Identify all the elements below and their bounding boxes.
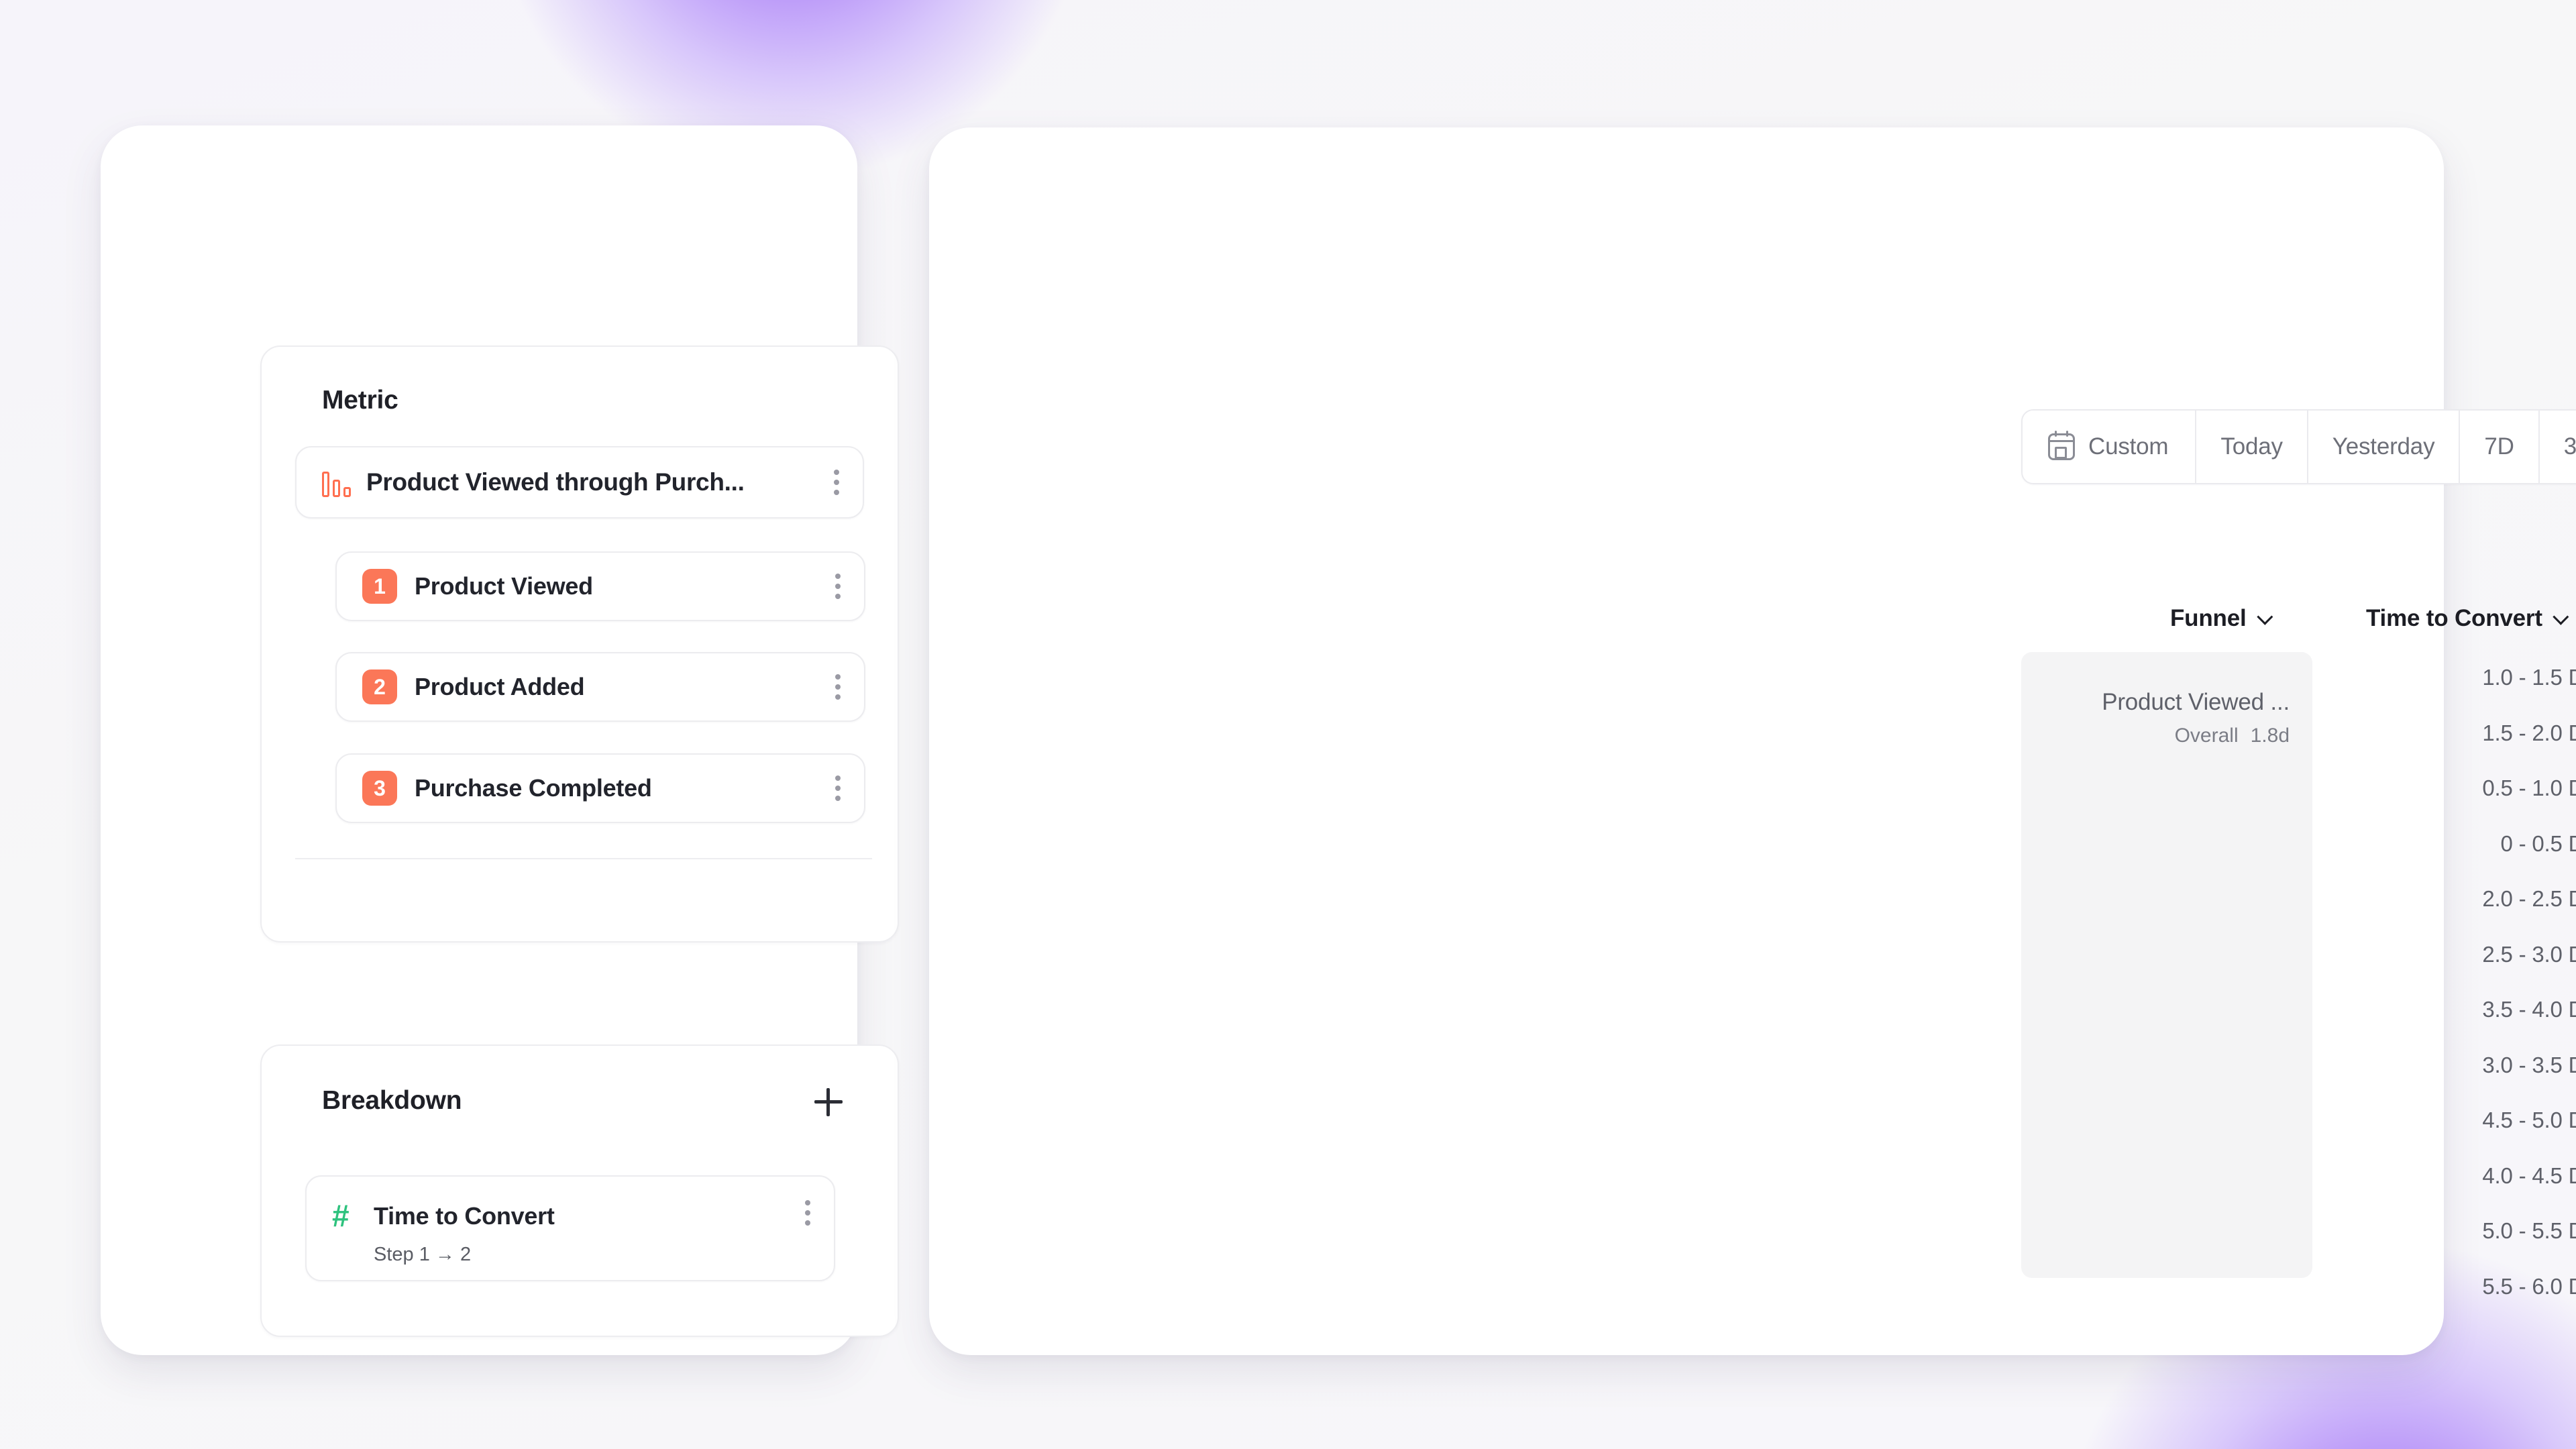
bar-category-label: 3.5 - 4.0 Days <box>2482 997 2576 1022</box>
bar-category-label: 0 - 0.5 Days <box>2500 830 2576 856</box>
bar-category-label: 0.5 - 1.0 Days <box>2482 775 2576 800</box>
step-menu-icon[interactable] <box>835 775 841 801</box>
bar-category-label: 2.5 - 3.0 Days <box>2482 941 2576 967</box>
breakdown-item-step-range: Step 1 → 2 <box>374 1244 472 1265</box>
metric-funnel-name: Product Viewed through Purch... <box>366 468 745 496</box>
hash-icon: # <box>332 1198 350 1233</box>
funnel-overall-value: 1.8d <box>2250 724 2290 747</box>
step-menu-icon[interactable] <box>835 674 841 700</box>
step-label: Purchase Completed <box>415 774 652 802</box>
time-to-convert-bar-chart: 1.0 - 1.5 Days2d 1.5 - 2.0 Days2d 0.5 - 1.… <box>2312 652 2576 1299</box>
bar-row[interactable]: 5.5 - 6.0 Days9.5h <box>2312 1268 2576 1305</box>
bar-category-label: 1.0 - 1.5 Days <box>2482 665 2576 690</box>
bar-row[interactable]: 4.5 - 5.0 Days22.2h <box>2312 1102 2576 1139</box>
bar-row[interactable]: 0.5 - 1.0 Days2d <box>2312 769 2576 807</box>
breakdown-card: Breakdown # Time to Convert Step 1 → 2 <box>260 1044 899 1337</box>
bar-row[interactable]: 4.0 - 4.5 Days18h <box>2312 1157 2576 1195</box>
bar-category-label: 4.5 - 5.0 Days <box>2482 1108 2576 1132</box>
bar-category-label: 5.0 - 5.5 Days <box>2482 1218 2576 1243</box>
column-header-funnel[interactable]: Funnel <box>2170 605 2273 632</box>
date-range-toolbar: Custom Today Yesterday 7D 30D 3M 6M 12M … <box>2021 409 2576 484</box>
bar-chart-icon <box>322 468 352 497</box>
bar-category-label: 2.0 - 2.5 Days <box>2482 886 2576 911</box>
funnel-overall-label: Overall <box>2174 724 2239 747</box>
left-panel: Metric Product Viewed through Purch... 1… <box>101 125 899 1355</box>
date-range-yesterday[interactable]: Yesterday <box>2308 411 2461 483</box>
column-header-time-to-convert[interactable]: Time to Convert <box>2366 605 2569 632</box>
step-number-badge: 2 <box>362 669 397 704</box>
date-range-30d[interactable]: 30D <box>2539 411 2576 483</box>
bar-row[interactable]: 1.5 - 2.0 Days2d <box>2312 714 2576 752</box>
bar-category-label: 4.0 - 4.5 Days <box>2482 1163 2576 1188</box>
step-label: Product Added <box>415 673 585 700</box>
bar-row[interactable]: 2.0 - 2.5 Days1.6d <box>2312 880 2576 918</box>
chevron-down-icon <box>2553 608 2569 625</box>
date-range-7d[interactable]: 7D <box>2460 411 2540 483</box>
bar-category-label: 3.0 - 3.5 Days <box>2482 1052 2576 1077</box>
date-range-today[interactable]: Today <box>2196 411 2308 483</box>
date-range-custom-label: Custom <box>2088 433 2169 460</box>
bar-row[interactable]: 0 - 0.5 Days1.9d <box>2312 825 2576 863</box>
metric-card: Metric Product Viewed through Purch... 1… <box>260 345 899 1137</box>
add-breakdown-button[interactable] <box>814 1088 843 1116</box>
bar-row[interactable]: 1.0 - 1.5 Days2d <box>2312 659 2576 696</box>
funnel-summary-overall: Overall 1.8d <box>2175 724 2290 747</box>
breakdown-item-label: Time to Convert <box>374 1202 555 1230</box>
step-menu-icon[interactable] <box>835 574 841 599</box>
metric-card-divider <box>295 858 872 859</box>
funnel-summary-name: Product Viewed ... <box>2102 689 2290 715</box>
bar-row[interactable]: 3.0 - 3.5 Days1.1d <box>2312 1046 2576 1084</box>
bar-category-label: 1.5 - 2.0 Days <box>2482 720 2576 745</box>
funnel-summary-panel[interactable]: Product Viewed ... Overall 1.8d <box>2021 652 2312 1278</box>
right-panel: Custom Today Yesterday 7D 30D 3M 6M 12M … <box>929 127 2576 1355</box>
metric-step-row[interactable]: 3 Purchase Completed <box>335 753 865 823</box>
step-number-badge: 3 <box>362 771 397 806</box>
breakdown-item-menu-icon[interactable] <box>804 1200 811 1226</box>
step-number-badge: 1 <box>362 569 397 604</box>
column-header-time-to-convert-label: Time to Convert <box>2366 605 2542 631</box>
step-label: Product Viewed <box>415 572 593 600</box>
metric-step-row[interactable]: 1 Product Viewed <box>335 551 865 621</box>
bar-row[interactable]: 5.0 - 5.5 Days16.2h <box>2312 1212 2576 1250</box>
chevron-down-icon <box>2256 608 2273 625</box>
bar-category-label: 5.5 - 6.0 Days <box>2482 1273 2576 1299</box>
metric-funnel-menu-icon[interactable] <box>833 470 840 495</box>
breakdown-card-title: Breakdown <box>322 1086 462 1115</box>
breakdown-item[interactable]: # Time to Convert Step 1 → 2 <box>305 1175 835 1281</box>
bar-row[interactable]: 3.5 - 4.0 Days1.2d <box>2312 991 2576 1028</box>
bar-row[interactable]: 2.5 - 3.0 Days1.6d <box>2312 936 2576 973</box>
date-range-custom[interactable]: Custom <box>2023 411 2197 483</box>
metric-card-title: Metric <box>322 386 398 415</box>
metric-funnel-row[interactable]: Product Viewed through Purch... <box>295 446 864 519</box>
column-header-funnel-label: Funnel <box>2170 605 2247 631</box>
calendar-icon <box>2048 431 2075 460</box>
metric-step-row[interactable]: 2 Product Added <box>335 652 865 722</box>
